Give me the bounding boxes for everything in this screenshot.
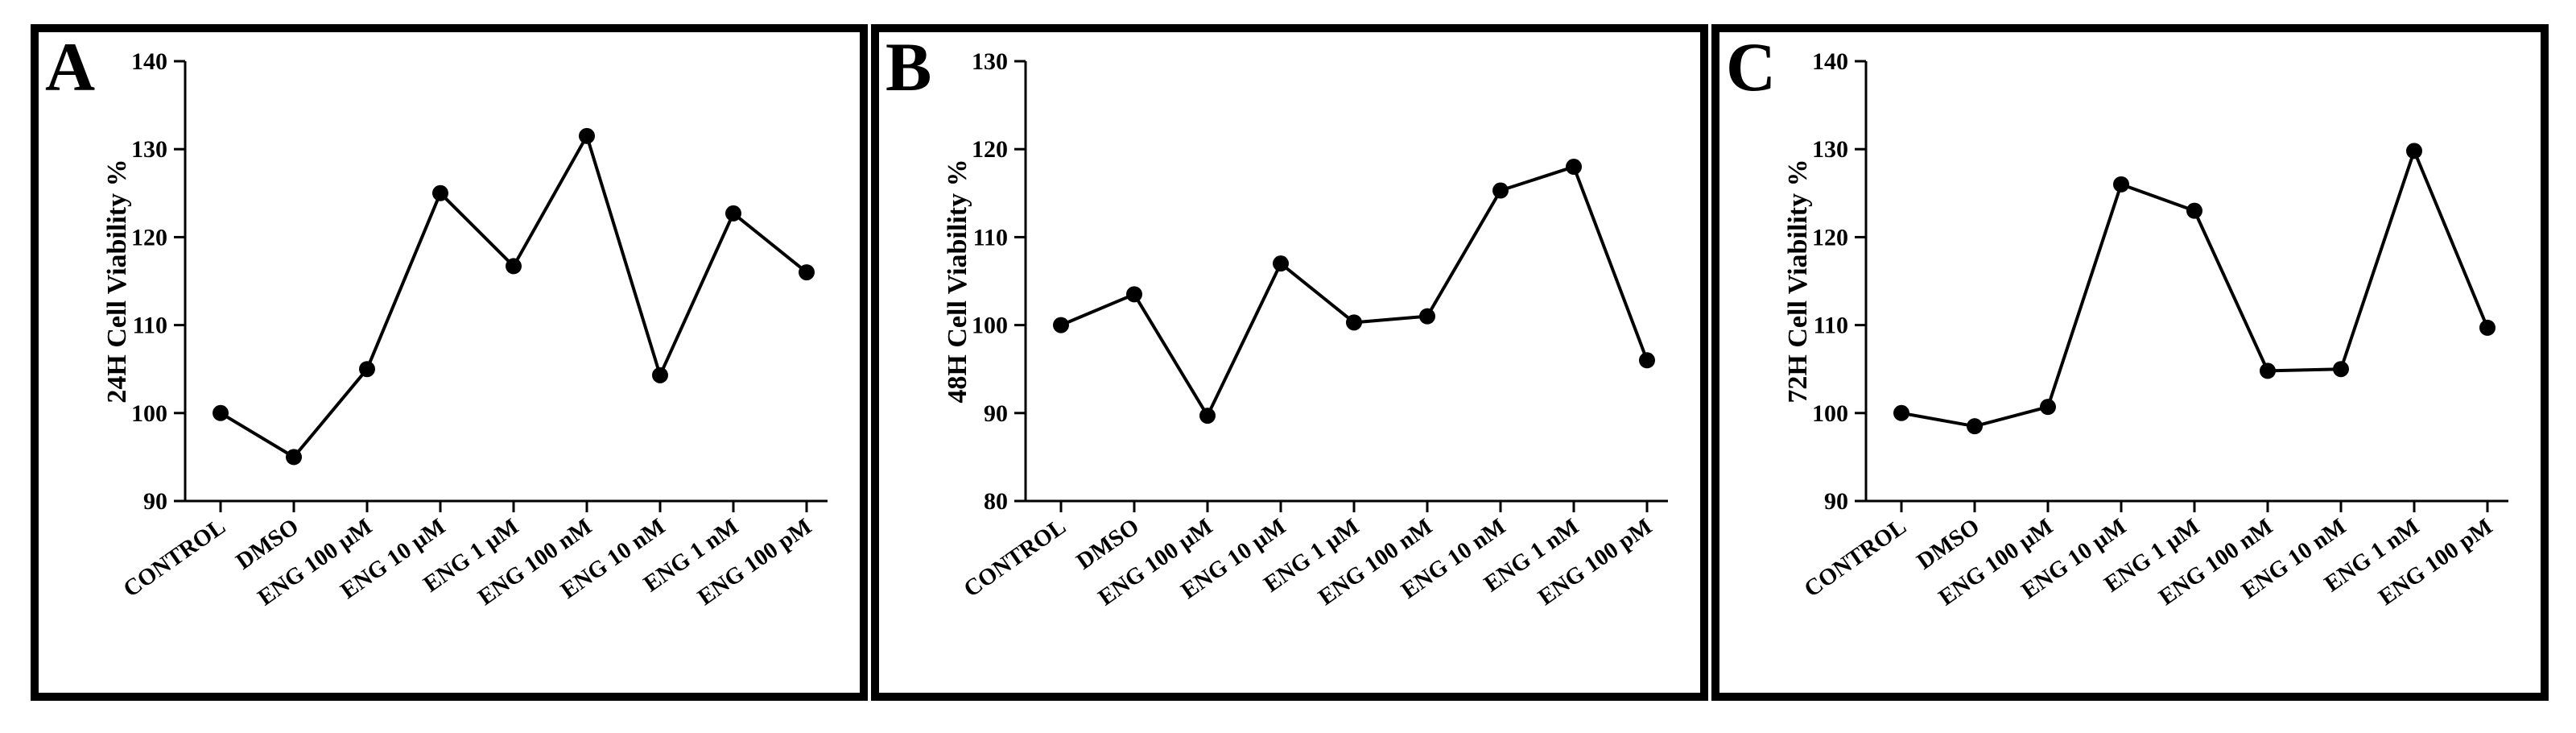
y-axis-title: 48H Cell Viability %: [943, 159, 972, 403]
panel-label-c: C: [1726, 28, 1777, 106]
y-tick-label: 110: [133, 313, 167, 339]
y-tick-label: 130: [972, 48, 1008, 75]
series-line: [219, 134, 808, 459]
y-tick-label: 130: [131, 136, 167, 163]
data-point: [799, 264, 815, 281]
data-point: [2260, 362, 2276, 379]
data-point: [1273, 255, 1289, 272]
data-point: [286, 449, 302, 466]
x-category-label: CONTROL: [960, 514, 1071, 603]
x-category-label: CONTROL: [119, 514, 230, 603]
data-point: [1639, 352, 1655, 369]
x-category-label: CONTROL: [1800, 514, 1911, 603]
y-tick-label: 140: [1812, 48, 1848, 75]
y-tick-label: 140: [131, 48, 167, 75]
y-tick-label: 120: [972, 136, 1008, 163]
y-tick-label: 120: [131, 224, 167, 251]
data-point: [652, 366, 668, 383]
data-point: [2333, 361, 2349, 378]
panel-label-b: B: [886, 28, 932, 106]
data-point: [359, 361, 375, 378]
data-point: [1346, 314, 1362, 331]
series-line: [1060, 165, 1649, 418]
data-point: [1967, 418, 1983, 435]
data-point: [2479, 319, 2496, 336]
y-tick-label: 90: [143, 488, 167, 515]
data-point: [1199, 408, 1216, 424]
data-point: [432, 184, 448, 201]
y-tick-label: 100: [1812, 400, 1848, 427]
chart-panel-a: 90 100 110 120 130 140 CONTROL DMSO ENG 100 µM EN…: [31, 24, 868, 701]
data-point: [213, 404, 229, 421]
y-tick-label: 110: [973, 224, 1008, 251]
chart-panel-b: 80 90 100 110 120 130 CONTROL DMSO ENG 100 µM ENG…: [871, 24, 1708, 701]
data-point: [2406, 143, 2422, 159]
data-point: [1126, 286, 1142, 303]
data-point: [506, 258, 522, 275]
data-point: [2186, 202, 2202, 219]
data-point: [1566, 159, 1582, 176]
y-tick-label: 120: [1812, 224, 1848, 251]
data-point: [1492, 182, 1509, 199]
y-axis-title: 72H Cell Viability %: [1783, 159, 1813, 403]
y-tick-label: 100: [972, 313, 1008, 339]
y-tick-label: 90: [984, 400, 1008, 427]
panel-label-a: A: [45, 28, 96, 106]
data-point: [1893, 404, 1909, 421]
y-tick-label: 90: [1824, 488, 1848, 515]
series-line: [1901, 149, 2489, 429]
y-tick-label: 80: [984, 488, 1008, 515]
data-point: [579, 127, 595, 144]
data-point: [2113, 176, 2129, 193]
y-tick-label: 130: [1812, 136, 1848, 163]
chart-panel-c: 90 100 110 120 130 140 CONTROL DMSO ENG 100 µM EN…: [1711, 24, 2549, 701]
y-tick-label: 110: [1814, 313, 1848, 339]
data-point: [2040, 399, 2056, 416]
y-tick-label: 100: [131, 400, 167, 427]
y-axis-title: 24H Cell Viability %: [102, 159, 132, 403]
data-point: [1053, 317, 1069, 333]
data-point: [725, 205, 741, 222]
data-point: [1419, 308, 1435, 325]
